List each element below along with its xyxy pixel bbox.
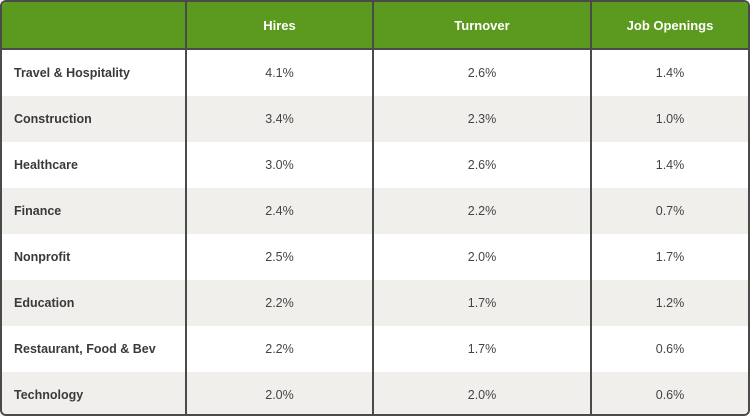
cell-value: 2.0% (372, 234, 591, 280)
table-row: Finance 2.4% 2.2% 0.7% (2, 188, 748, 234)
cell-value: 2.2% (185, 280, 373, 326)
row-label: Technology (2, 372, 186, 414)
cell-value: 2.3% (372, 96, 591, 142)
table-row: Technology 2.0% 2.0% 0.6% (2, 372, 748, 414)
table-header: Hires Turnover Job Openings (2, 2, 748, 50)
cell-value: 2.5% (185, 234, 373, 280)
cell-value: 0.6% (590, 372, 748, 414)
cell-value: 1.4% (590, 142, 748, 188)
table-row: Travel & Hospitality 4.1% 2.6% 1.4% (2, 49, 748, 96)
row-label: Travel & Hospitality (14, 66, 131, 80)
table-body: Travel & Hospitality 4.1% 2.6% 1.4% Construc… (2, 49, 748, 414)
row-label: Education (2, 280, 186, 326)
cell-value: 1.0% (590, 96, 748, 142)
cell-value: 1.7% (372, 280, 591, 326)
cell-value: 1.4% (590, 49, 748, 96)
cell-value: 2.0% (185, 372, 373, 414)
row-label: Restaurant, Food & Bev (14, 342, 156, 356)
cell-value: 2.0% (372, 372, 591, 414)
column-header: Hires (185, 2, 373, 50)
cell-value: 2.6% (372, 49, 591, 96)
table-row: Nonprofit 2.5% 2.0% 1.7% (2, 234, 748, 280)
cell-value: 1.7% (590, 234, 748, 280)
row-label: Finance (2, 188, 186, 234)
column-header: Job Openings (590, 2, 748, 50)
column-header: Turnover (372, 2, 591, 50)
row-label: Nonprofit (14, 250, 71, 264)
cell-value: 2.2% (185, 326, 373, 372)
table-row: Restaurant, Food & Bev 2.2% 1.7% 0.6% (2, 326, 748, 372)
cell-value: 0.7% (590, 188, 748, 234)
table-row: Construction 3.4% 2.3% 1.0% (2, 96, 748, 142)
header-row: Hires Turnover Job Openings (2, 2, 748, 50)
cell-value: 4.1% (185, 49, 373, 96)
table-row: Healthcare 3.0% 2.6% 1.4% (2, 142, 748, 188)
row-label: Healthcare (14, 158, 78, 172)
cell-value: 1.7% (372, 326, 591, 372)
cell-value: 2.4% (185, 188, 373, 234)
cell-value: 2.2% (372, 188, 591, 234)
cell-value: 3.4% (185, 96, 373, 142)
cell-value: 0.6% (590, 326, 748, 372)
cell-value: 3.0% (185, 142, 373, 188)
header-corner (2, 2, 186, 50)
table-row: Education 2.2% 1.7% 1.2% (2, 280, 748, 326)
row-label: Construction (2, 96, 186, 142)
cell-value: 2.6% (372, 142, 591, 188)
cell-value: 1.2% (590, 280, 748, 326)
